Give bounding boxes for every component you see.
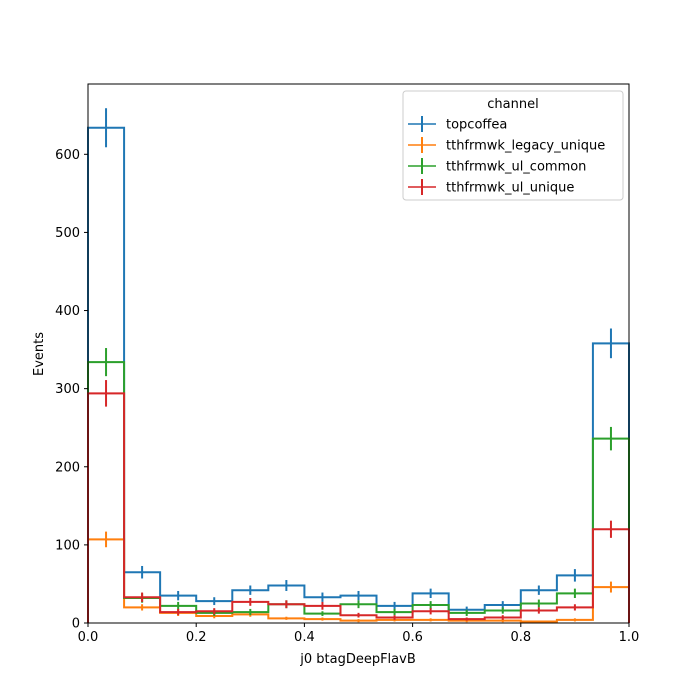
x-axis-label: j0 btagDeepFlavB <box>299 652 416 667</box>
legend-title: channel <box>487 97 538 112</box>
y-tick-label: 500 <box>55 226 80 241</box>
y-axis: 0 100 200 300 400 500 600 <box>55 148 88 632</box>
x-tick-label: 0.2 <box>186 630 207 645</box>
x-tick-label: 0.4 <box>294 630 315 645</box>
x-tick-label: 0.6 <box>402 630 423 645</box>
y-tick-label: 600 <box>55 148 80 163</box>
y-axis-label: Events <box>32 332 47 376</box>
series-layer <box>87 108 630 623</box>
legend-item: tthfrmwk_legacy_unique <box>408 137 605 154</box>
legend-item: tthfrmwk_ul_common <box>408 158 586 175</box>
legend: channel topcoffeatthfrmwk_legacy_uniquet… <box>402 90 624 201</box>
y-tick-label: 300 <box>55 382 80 397</box>
x-tick-label: 0.8 <box>510 630 531 645</box>
legend-item: topcoffea <box>408 116 507 133</box>
y-tick-label: 0 <box>72 617 80 632</box>
legend-label: topcoffea <box>446 118 507 133</box>
legend-box <box>402 90 624 201</box>
legend-entries: topcoffea tthfrmwk_legacy_unique tthfrmwk_… <box>408 116 605 196</box>
x-tick-label: 0.0 <box>78 630 99 645</box>
series-0 <box>87 108 630 623</box>
y-tick-label: 100 <box>55 538 80 553</box>
legend-item: tthfrmwk_ul_unique <box>408 179 574 196</box>
legend-label: tthfrmwk_ul_common <box>446 160 586 175</box>
series-3 <box>87 380 630 623</box>
x-tick-label: 1.0 <box>619 630 640 645</box>
y-tick-label: 400 <box>55 304 80 319</box>
x-axis: 0.0 0.2 0.4 0.6 0.8 1.0 <box>78 623 640 645</box>
plot-frame <box>87 83 630 624</box>
y-tick-label: 200 <box>55 460 80 475</box>
series-2 <box>87 348 630 623</box>
legend-label: tthfrmwk_legacy_unique <box>446 139 605 154</box>
legend-label: tthfrmwk_ul_unique <box>446 181 574 196</box>
